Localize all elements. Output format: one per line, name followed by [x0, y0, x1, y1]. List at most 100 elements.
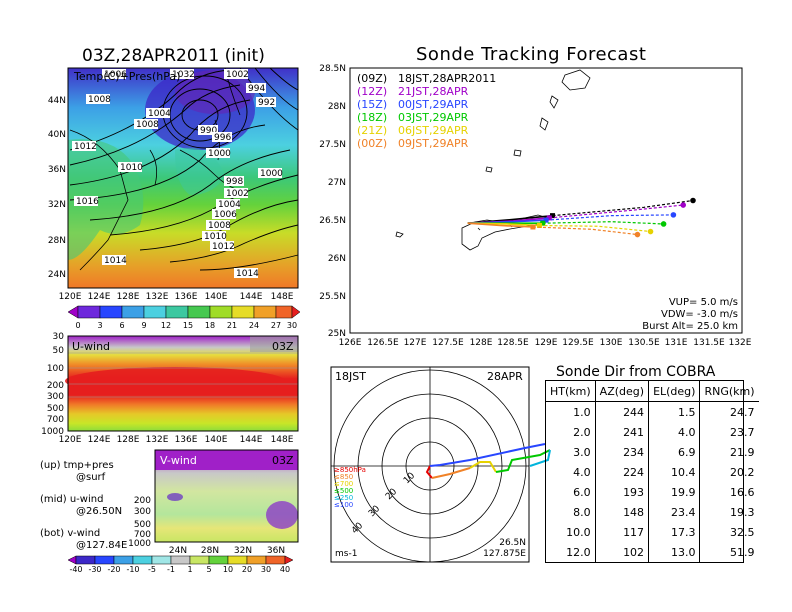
svg-text:-10: -10: [126, 565, 139, 574]
svg-text:28N: 28N: [328, 102, 346, 112]
temp-map: 1006 1032 1002 1008 994 992 1004 990 996…: [48, 67, 299, 302]
svg-text:9: 9: [141, 321, 146, 330]
svg-text:500: 500: [134, 520, 151, 530]
table-cell: 10.4: [648, 462, 701, 482]
coastlines: [69, 67, 241, 271]
table-row: 10.0 117 17.3 32.5: [546, 522, 759, 542]
svg-text:300: 300: [134, 507, 151, 517]
svg-text:24: 24: [249, 321, 259, 330]
svg-text:@surf: @surf: [76, 472, 106, 483]
svg-text:27N: 27N: [328, 178, 346, 188]
table-cell: 19.9: [648, 482, 701, 502]
svg-text:@127.84E: @127.84E: [76, 540, 127, 551]
svg-text:(18Z): (18Z): [357, 111, 387, 124]
pres-label: 992: [258, 98, 275, 108]
svg-text:28N: 28N: [48, 236, 66, 246]
svg-text:(up) tmp+pres: (up) tmp+pres: [40, 460, 114, 471]
table-title: Sonde Dir from COBRA: [556, 364, 716, 380]
pres-label: 1032: [172, 70, 195, 80]
svg-text:25.5N: 25.5N: [319, 292, 346, 302]
svg-text:00JST,29APR: 00JST,29APR: [398, 98, 469, 111]
burst-marker: [546, 215, 552, 221]
pres-label: 1010: [204, 232, 227, 242]
svg-text:@26.50N: @26.50N: [76, 506, 122, 517]
svg-text:28.5N: 28.5N: [319, 64, 346, 74]
trajectories: [467, 197, 696, 238]
svg-text:26.5N: 26.5N: [319, 216, 346, 226]
svg-text:128E: 128E: [117, 435, 140, 445]
table-cell: 6.0: [546, 482, 596, 502]
landing-point: [634, 231, 641, 238]
svg-text:130.5E: 130.5E: [628, 338, 660, 348]
svg-text:(09Z): (09Z): [357, 72, 387, 85]
pres-label: 1012: [74, 142, 97, 152]
table-cell: 51.9: [699, 542, 759, 562]
table-cell: 8.0: [546, 502, 596, 522]
uwind-label: U-wind: [72, 340, 110, 353]
pres-label: 1000: [208, 149, 231, 159]
svg-text:124E: 124E: [88, 292, 111, 302]
svg-text:50: 50: [53, 346, 65, 356]
table-row: 2.0 241 4.0 23.7: [546, 422, 759, 442]
svg-text:≤700: ≤700: [334, 480, 353, 488]
sonde-table: HT(km) AZ(deg) EL(deg) RNG(km) 1.0 244 1.5…: [546, 381, 759, 562]
svg-text:Burst Alt= 25.0 km: Burst Alt= 25.0 km: [642, 321, 738, 332]
svg-text:40N: 40N: [48, 130, 66, 140]
pres-label: 998: [226, 177, 243, 187]
table-cell: 16.6: [699, 482, 759, 502]
hodo-seg-700: [431, 467, 471, 479]
table-cell: 23.7: [699, 422, 759, 442]
svg-text:128E: 128E: [470, 338, 493, 348]
table-cell: 234: [594, 442, 650, 462]
hodo-seg-250: [495, 449, 551, 473]
svg-text:(bot) v-wind: (bot) v-wind: [40, 528, 100, 539]
svg-text:132E: 132E: [729, 338, 752, 348]
svg-text:6: 6: [119, 321, 124, 330]
tracking-lon-ticks: 126E 126.5E 127E 127.5E 128E 128.5E 129E…: [339, 338, 752, 348]
svg-text:700: 700: [134, 530, 151, 540]
svg-text:30: 30: [53, 332, 65, 342]
svg-text:40: 40: [280, 565, 290, 574]
polar-date: 28APR: [487, 370, 523, 383]
descent-track: [549, 204, 684, 219]
col-az: AZ(deg): [594, 381, 650, 402]
uwind-panel: U-wind 03Z 30 50 100 200 300 500 700 100…: [41, 332, 299, 445]
tracking-title: Sonde Tracking Forecast: [416, 44, 647, 65]
pres-label: 1004: [148, 109, 171, 119]
svg-text:20: 20: [242, 565, 252, 574]
svg-text:15: 15: [183, 321, 193, 330]
svg-text:36N: 36N: [267, 546, 285, 556]
svg-text:148E: 148E: [271, 292, 294, 302]
burst-marker: [536, 222, 542, 228]
svg-text:(12Z): (12Z): [357, 85, 387, 98]
svg-text:-20: -20: [107, 565, 120, 574]
svg-text:09JST,29APR: 09JST,29APR: [398, 137, 469, 150]
pres-label: 1010: [120, 163, 143, 173]
polar-unit: ms-1: [335, 549, 357, 559]
tracking-map: (09Z) 18JST,28APR2011 (12Z) 21JST,28APR …: [319, 64, 752, 348]
table-row: 3.0 234 6.9 21.9: [546, 442, 759, 462]
svg-text:-30: -30: [88, 565, 101, 574]
svg-text:300: 300: [47, 392, 64, 402]
svg-text:132E: 132E: [146, 435, 169, 445]
svg-text:27.5N: 27.5N: [319, 140, 346, 150]
table-cell: 4.0: [546, 462, 596, 482]
table-cell: 19.3: [699, 502, 759, 522]
svg-text:21JST,28APR: 21JST,28APR: [398, 85, 469, 98]
svg-text:126E: 126E: [339, 338, 362, 348]
table-cell: 32.5: [699, 522, 759, 542]
burst-marker: [530, 224, 536, 230]
svg-text:136E: 136E: [175, 435, 198, 445]
sonde-table-body: 1.0 244 1.5 24.7 2.0 241 4.0 23.7 3.0 234 6.9 21.9 4…: [546, 401, 759, 562]
svg-text:(21Z): (21Z): [357, 124, 387, 137]
level-legend: ≥850hPa ≤850 ≤700 ≤500 ≤250 ≤100: [334, 466, 366, 509]
pressure-labels: 1006 1032 1002 1008 994 992 1004 990 996…: [72, 69, 283, 279]
table-cell: 13.0: [648, 542, 701, 562]
col-ht: HT(km): [546, 381, 596, 402]
polar-time: 18JST: [335, 370, 366, 383]
tracking-lat-ticks: 28.5N 28N 27.5N 27N 26.5N 26N 25.5N 25N: [319, 64, 346, 339]
svg-text:130E: 130E: [600, 338, 623, 348]
pres-label: 1016: [76, 197, 99, 207]
map-field-label: Temp(C)+Pres(hPa): [73, 70, 180, 83]
